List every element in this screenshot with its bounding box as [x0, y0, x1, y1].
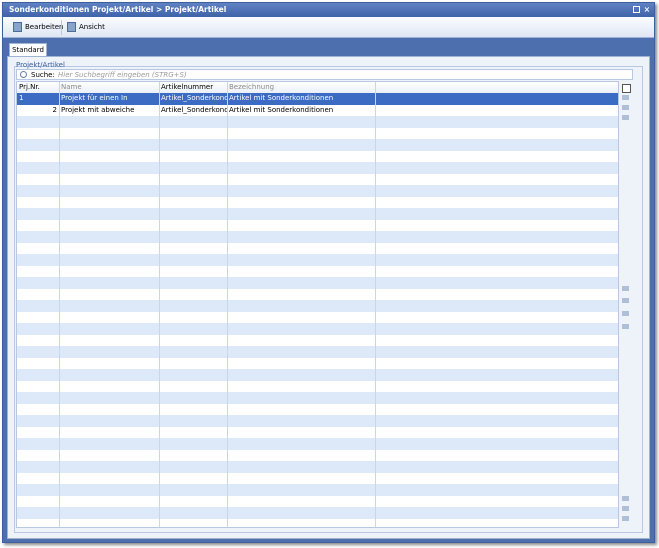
grid-cell[interactable]: 1 — [19, 94, 24, 102]
grid-cell[interactable]: Artikel mit Sonderkonditionen — [229, 105, 334, 114]
column-line — [375, 82, 376, 527]
toolbar-button[interactable]: Bearbeiten — [11, 21, 63, 34]
toolbar-button[interactable]: Ansicht — [65, 21, 105, 34]
grid-row-bg — [17, 380, 618, 392]
grid-row-bg — [17, 288, 618, 300]
window: Sonderkonditionen Projekt/Artikel > Proj… — [2, 2, 655, 543]
grid-row-bg — [17, 162, 618, 174]
grid-cell[interactable]: Artikel_Sonderkonditio — [161, 105, 227, 114]
grid-row-bg — [17, 173, 618, 185]
data-grid: Prj.Nr. Name Artikelnummer Bezeichnung 1 Proj… — [16, 81, 619, 528]
grid-cell[interactable]: Projekt für einen In — [61, 94, 128, 102]
column-line — [227, 82, 228, 527]
grid-row-bg — [17, 461, 618, 473]
grid-row-bg — [17, 116, 618, 128]
column-line — [159, 82, 160, 527]
grid-row-bg — [17, 139, 618, 151]
grid-row-bg — [17, 208, 618, 220]
group-box — [14, 66, 643, 533]
grid-row-bg — [17, 219, 618, 231]
grid-side-toolbar — [619, 81, 633, 528]
content-panel: Projekt/Artikel Suche: Hier Suchbegriff … — [7, 56, 650, 539]
grid-row-bg — [17, 357, 618, 369]
grid-row-bg — [17, 323, 618, 335]
grid-cell[interactable]: Projekt mit abweiche — [61, 105, 135, 114]
column-header[interactable]: Name — [61, 83, 82, 91]
grid-cell[interactable]: Artikel_Sonderkonditio — [161, 94, 227, 102]
grid-row-bg — [17, 507, 618, 519]
grid-row-bg — [17, 150, 618, 162]
grid-row-bg — [17, 484, 618, 496]
grid-row-bg — [17, 449, 618, 461]
grid-row-bg — [17, 311, 618, 323]
tab[interactable]: Standard — [9, 43, 47, 57]
column-line — [59, 82, 60, 527]
column-header[interactable]: Prj.Nr. — [19, 83, 40, 91]
grid-row-bg — [17, 300, 618, 312]
grid-row-bg — [17, 242, 618, 254]
grid-row-bg — [17, 265, 618, 277]
grid-row-bg — [17, 415, 618, 427]
close-button[interactable]: × — [643, 5, 650, 14]
grid-cell[interactable]: 2 — [52, 105, 57, 114]
grid-row-bg — [17, 231, 618, 243]
grid-row-bg — [17, 495, 618, 507]
grid-row-bg — [17, 426, 618, 438]
grid-row-bg — [17, 334, 618, 346]
window-title: Sonderkonditionen Projekt/Artikel > Proj… — [9, 5, 227, 14]
grid-row-bg — [17, 392, 618, 404]
button-label: Bearbeiten — [25, 23, 64, 31]
grid-row-bg — [17, 254, 618, 266]
grid-row-bg — [17, 472, 618, 484]
grid-row-bg — [17, 196, 618, 208]
grid-row-bg — [17, 185, 618, 197]
grid-row-bg — [17, 127, 618, 139]
grid-cell[interactable]: Artikel mit Sonderkonditionen — [229, 94, 334, 102]
toolbar: Bearbeiten Ansicht — [3, 17, 654, 38]
grid-row-bg — [17, 438, 618, 450]
search-input[interactable]: Hier Suchbegriff eingeben (STRG+S) — [58, 71, 187, 79]
selected-row — [17, 93, 618, 105]
grid-row-bg — [17, 369, 618, 381]
grid-row-bg — [17, 346, 618, 358]
title-bar: Sonderkonditionen Projekt/Artikel > Proj… — [3, 3, 654, 17]
group-title: Projekt/Artikel — [16, 61, 65, 69]
grid-row-bg — [17, 104, 618, 116]
search-bar: Suche: Hier Suchbegriff eingeben (STRG+S… — [16, 69, 633, 80]
button-label: Ansicht — [79, 23, 105, 31]
grid-row-bg — [17, 403, 618, 415]
column-header[interactable]: Artikelnummer — [161, 83, 214, 91]
restore-button[interactable] — [633, 6, 640, 13]
search-label: Suche: — [31, 71, 55, 79]
column-header[interactable]: Bezeichnung — [229, 83, 275, 91]
grid-row-bg — [17, 518, 618, 527]
grid-row-bg — [17, 277, 618, 289]
